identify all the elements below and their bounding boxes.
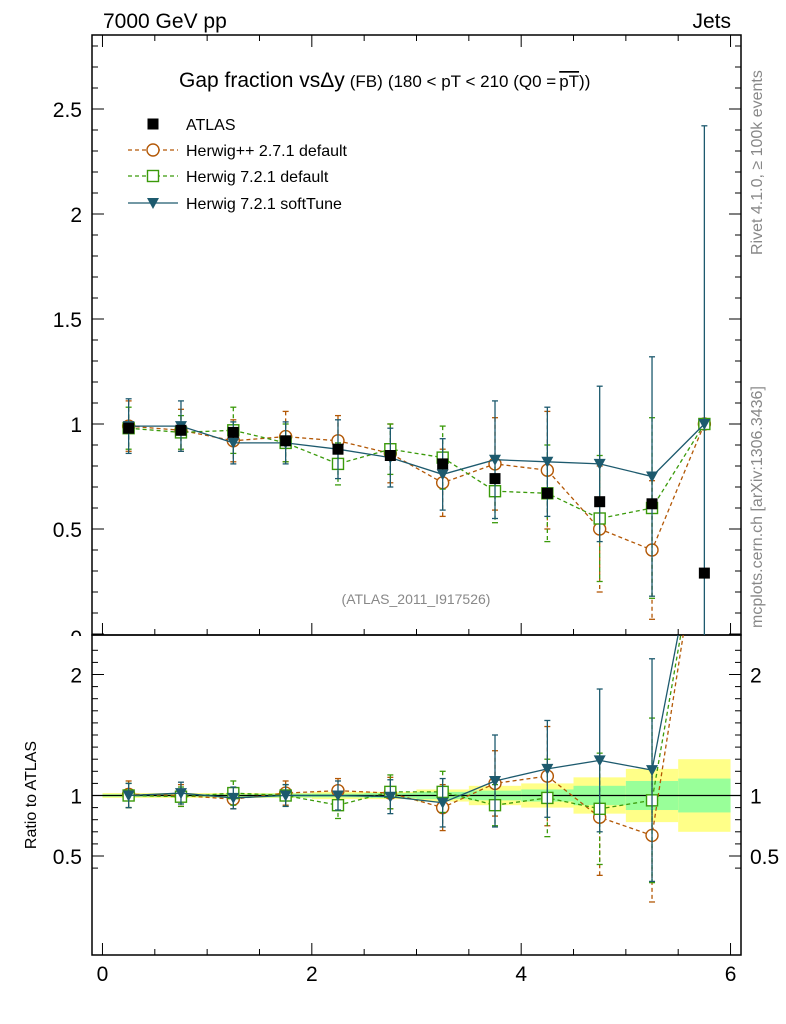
legend: ATLAS Herwig++ 2.7.1 default Herwig 7.2.1 … — [128, 117, 348, 213]
main-point-softtune — [489, 454, 502, 466]
ratio-y-tick-label: 1 — [70, 786, 82, 809]
main-point-atlas — [489, 473, 501, 485]
legend-label-herwigpp: Herwig++ 2.7.1 default — [186, 143, 348, 160]
main-point-atlas — [646, 498, 658, 510]
main-point-atlas — [541, 487, 553, 499]
ratio-line-herwig721 — [128, 635, 682, 810]
ratio-y-tick-label-right: 2 — [750, 665, 762, 688]
legend-label-atlas: ATLAS — [186, 117, 236, 134]
ratio-y-tick-label: 2 — [70, 665, 82, 688]
legend-entry-herwigpp: Herwig++ 2.7.1 default — [128, 143, 348, 160]
legend-entry-softtune: Herwig 7.2.1 softTune — [128, 196, 342, 213]
x-tick-label: 2 — [306, 963, 318, 986]
main-y-tick-label: 1 — [70, 414, 82, 437]
title-main: Gap fraction vsΔy — [179, 69, 345, 92]
main-y-tick-label: 1.5 — [53, 309, 82, 332]
main-point-atlas — [227, 426, 239, 438]
main-point-atlas — [280, 435, 292, 447]
main-point-atlas — [384, 450, 396, 461]
ratio-point-softtune — [489, 775, 502, 787]
main-line-softtune — [128, 423, 705, 478]
ratio-point-softtune — [541, 763, 554, 775]
main-series-herwigpp — [121, 400, 712, 620]
ratio-point-softtune — [384, 791, 397, 803]
ratio-y-tick-label-right: 0.5 — [750, 846, 779, 869]
legend-marker-herwigpp — [146, 143, 160, 157]
legend-label-herwig721: Herwig 7.2.1 default — [186, 169, 329, 186]
main-line-herwig721 — [128, 423, 705, 520]
ratio-series-herwig721 — [122, 635, 682, 884]
main-y-tick-label: 2.5 — [53, 99, 82, 122]
ratio-series-softtune — [122, 635, 679, 883]
main-y-tick-label: 2 — [70, 204, 82, 227]
header-right: Jets — [692, 10, 731, 33]
ratio-y-tick-label-right: 1 — [750, 786, 762, 809]
analysis-watermark: (ATLAS_2011_I917526) — [342, 591, 491, 607]
ratio-point-softtune — [174, 788, 187, 800]
main-point-atlas — [437, 458, 449, 470]
main-point-softtune — [698, 419, 711, 430]
main-point-softtune — [541, 456, 554, 468]
ratio-ylabel: Ratio to ATLAS — [23, 741, 40, 849]
svg-text:Gap fraction vsΔy(FB)(180 < pT: Gap fraction vsΔy (FB) (180 < pT < 210 (Q0… — [179, 69, 590, 92]
main-point-atlas — [175, 424, 187, 436]
ratio-point-softtune — [227, 792, 240, 804]
ratio-point-softtune — [593, 755, 606, 767]
title-fb: (FB) — [350, 72, 383, 91]
x-tick-label: 4 — [515, 963, 527, 986]
main-line-herwigpp — [128, 423, 705, 551]
ratio-y-tick-label: 0.5 — [53, 846, 82, 869]
title-close: )) — [579, 72, 590, 91]
ratio-point-softtune — [331, 790, 344, 802]
legend-entry-herwig721: Herwig 7.2.1 default — [128, 169, 329, 186]
main-point-softtune — [436, 469, 449, 481]
mcplots-label: mcplots.cern.ch [arXiv:1306.3436] — [749, 386, 766, 628]
ratio-line-softtune — [128, 635, 679, 804]
legend-label-softtune: Herwig 7.2.1 softTune — [186, 196, 342, 213]
header-left: 7000 GeV pp — [103, 10, 227, 33]
legend-marker-atlas — [147, 118, 159, 130]
main-point-atlas — [123, 422, 135, 434]
rivet-label: Rivet 4.1.0, ≥ 100k events — [749, 70, 766, 255]
plot-title: Gap fraction vsΔy (FB) (180 < pT < 210 (Q0… — [179, 69, 590, 92]
legend-entry-atlas: ATLAS — [147, 117, 236, 134]
main-point-softtune — [593, 458, 606, 470]
ratio-point-softtune — [646, 765, 659, 777]
legend-marker-softtune — [147, 198, 159, 209]
title-range: (180 < pT < 210 (Q0 = — [388, 72, 556, 91]
main-y-tick-label: 0.5 — [53, 519, 82, 542]
zero-label-mask — [60, 636, 90, 652]
tick-marks — [92, 35, 741, 955]
ratio-point-softtune — [279, 790, 292, 802]
title-pt: pT — [559, 72, 579, 91]
main-point-atlas — [594, 496, 606, 508]
legend-marker-herwig721 — [146, 169, 160, 183]
ratio-point-softtune — [436, 797, 449, 809]
ratio-series-herwigpp — [121, 635, 684, 903]
main-series-atlas — [123, 422, 710, 579]
main-point-softtune — [227, 437, 240, 449]
ratio-point-softtune — [122, 790, 135, 802]
x-tick-label: 6 — [725, 963, 737, 986]
main-point-softtune — [646, 471, 659, 483]
data-series — [121, 125, 712, 903]
x-tick-label: 0 — [97, 963, 109, 986]
main-point-atlas — [698, 567, 710, 579]
main-point-atlas — [332, 443, 344, 455]
